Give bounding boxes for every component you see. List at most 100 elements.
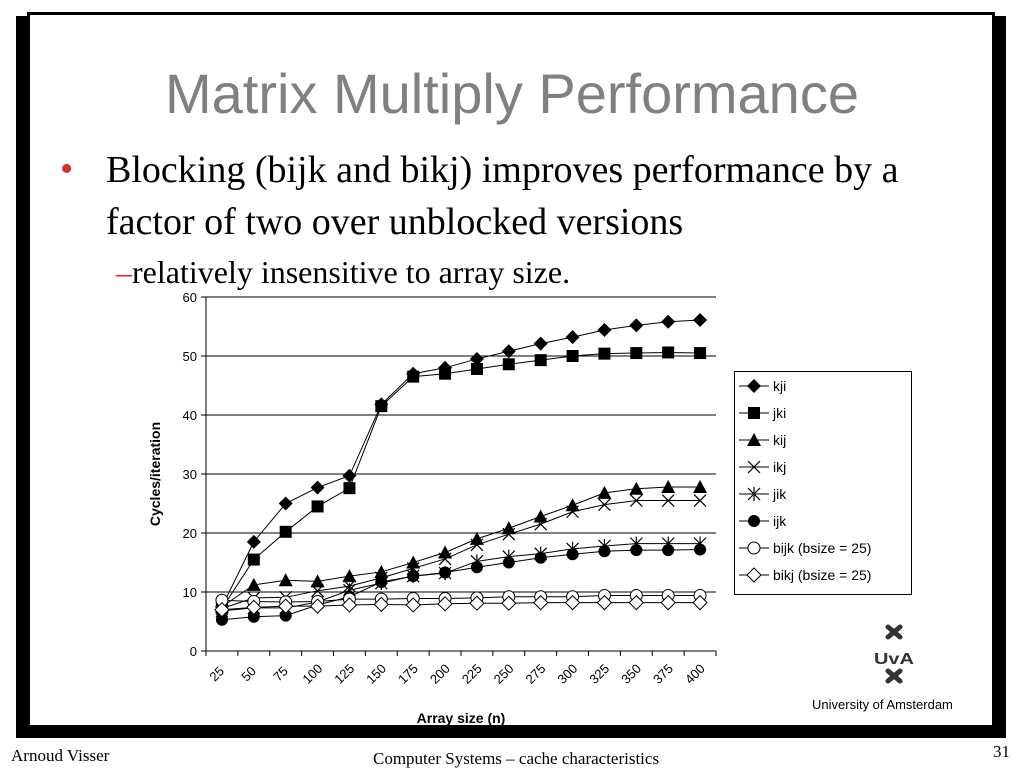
series-line xyxy=(221,595,701,603)
data-point xyxy=(565,498,580,512)
data-point xyxy=(278,573,293,587)
data-point xyxy=(407,370,420,383)
data-point xyxy=(375,400,388,413)
data-point xyxy=(310,574,325,588)
x-tick-label: 225 xyxy=(459,661,485,687)
data-point xyxy=(437,596,453,612)
y-tick-label: 60 xyxy=(183,290,197,305)
data-point xyxy=(439,367,452,380)
data-point xyxy=(566,548,579,561)
series-line xyxy=(221,486,701,608)
footer-course: Computer Systems – cache characteristics xyxy=(373,749,660,768)
y-tick-label: 30 xyxy=(183,467,197,482)
legend-marker xyxy=(747,433,761,446)
data-point xyxy=(502,527,516,541)
data-point xyxy=(502,556,515,569)
data-point xyxy=(661,479,676,493)
data-point xyxy=(693,494,707,507)
x-tick-label: 125 xyxy=(331,661,357,687)
data-point xyxy=(533,336,548,351)
data-point xyxy=(407,570,420,583)
data-point xyxy=(246,577,261,591)
data-point xyxy=(279,525,292,538)
data-point xyxy=(247,610,260,623)
x-tick-label: 300 xyxy=(554,661,580,687)
x-tick-label: 25 xyxy=(206,663,227,684)
data-point xyxy=(534,517,548,531)
x-tick-label: 150 xyxy=(363,661,389,687)
data-point xyxy=(596,594,613,611)
page-number: 31 xyxy=(993,742,1010,761)
series-line xyxy=(221,351,701,609)
data-point xyxy=(470,561,483,574)
data-point xyxy=(660,594,676,611)
data-point xyxy=(628,594,645,611)
sub-bullet-text: relatively insensitive to array size. xyxy=(132,254,571,290)
legend-label: bikj (bsize = 25) xyxy=(773,567,871,583)
legend-label: jki xyxy=(772,405,786,421)
data-point xyxy=(661,494,675,507)
data-point xyxy=(661,314,676,329)
data-point xyxy=(694,347,707,360)
legend-item: kji xyxy=(739,378,786,394)
data-point xyxy=(439,566,452,579)
data-point xyxy=(662,544,675,557)
data-point xyxy=(597,485,612,499)
series-jki xyxy=(215,346,707,615)
data-point xyxy=(501,344,516,359)
data-point xyxy=(469,351,484,366)
data-point xyxy=(629,318,644,333)
bullet-text: Blocking (bijk and bikj) improves perfor… xyxy=(106,149,899,243)
data-point xyxy=(277,598,294,614)
data-point xyxy=(597,323,612,338)
data-point xyxy=(341,597,358,613)
data-point xyxy=(534,354,547,367)
bullet-marker: • xyxy=(60,148,74,190)
data-point xyxy=(598,347,611,360)
x-tick-label: 175 xyxy=(395,661,421,687)
data-point xyxy=(692,594,708,611)
y-tick-label: 50 xyxy=(183,349,197,364)
series-ikj xyxy=(215,494,707,615)
series-line xyxy=(221,319,701,607)
data-point xyxy=(470,538,484,552)
data-point xyxy=(469,595,485,611)
data-point xyxy=(693,479,708,493)
legend-label: bijk (bsize = 25) xyxy=(773,540,871,556)
legend-marker xyxy=(748,407,760,419)
series-line xyxy=(221,500,701,609)
data-point xyxy=(405,597,421,613)
x-axis-label: Array size (n) xyxy=(417,710,506,726)
data-point xyxy=(247,553,260,566)
data-point xyxy=(373,596,390,613)
university-name: University of Amsterdam xyxy=(812,697,953,712)
uva-mark: UvA xyxy=(874,651,915,668)
footer-author: Arnoud Visser xyxy=(11,746,110,765)
data-point xyxy=(566,350,579,362)
data-point xyxy=(309,598,326,614)
x-tick-label: 375 xyxy=(650,661,676,687)
data-point xyxy=(566,505,579,519)
data-point xyxy=(629,494,643,507)
data-point xyxy=(438,552,452,566)
data-point xyxy=(342,569,357,583)
sub-bullet-marker: – xyxy=(116,254,132,290)
x-tick-label: 100 xyxy=(299,661,325,687)
data-point xyxy=(630,544,643,557)
x-tick-label: 75 xyxy=(270,663,291,684)
legend-item: jki xyxy=(739,405,786,421)
x-tick-label: 250 xyxy=(491,661,517,687)
data-point xyxy=(311,500,324,513)
y-tick-label: 10 xyxy=(183,585,197,600)
data-point xyxy=(598,545,611,558)
uva-crosses-logo: UvA xyxy=(874,624,915,684)
slide-title: Matrix Multiply Performance xyxy=(165,62,859,125)
x-tick-label: 50 xyxy=(238,663,259,684)
x-tick-label: 275 xyxy=(523,661,549,687)
data-point xyxy=(375,575,388,588)
data-point xyxy=(598,498,611,512)
legend-marker xyxy=(747,379,761,393)
legend-marker xyxy=(747,487,761,501)
legend-item: ikj xyxy=(739,459,786,475)
y-tick-label: 40 xyxy=(183,408,197,423)
